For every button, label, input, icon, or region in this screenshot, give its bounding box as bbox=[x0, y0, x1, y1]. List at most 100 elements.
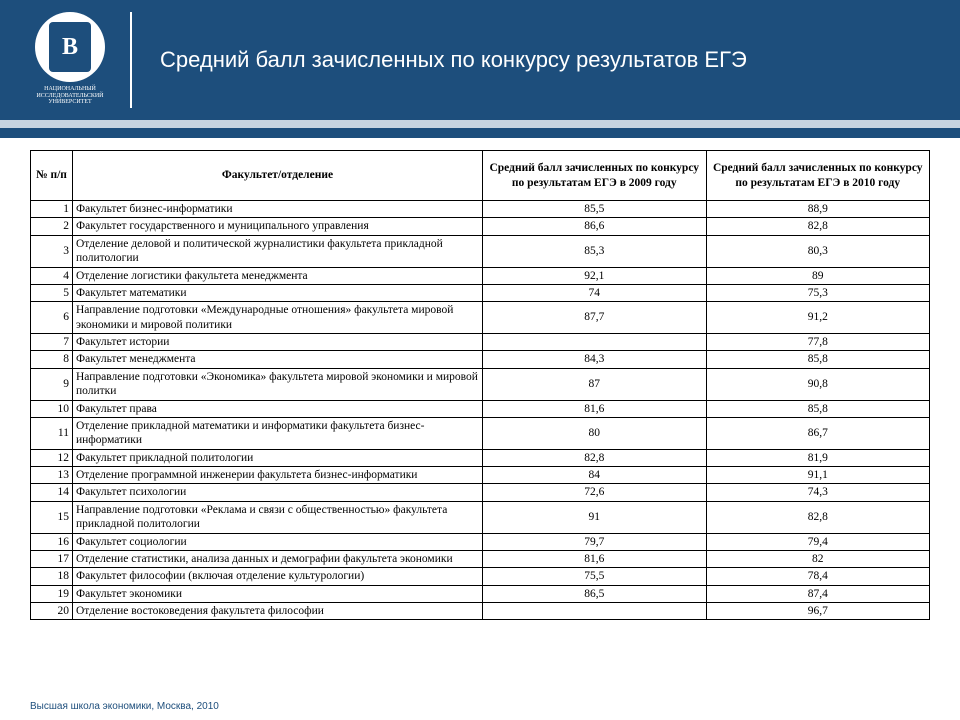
cell-2009: 81,6 bbox=[483, 400, 707, 417]
slide-header: В НАЦИОНАЛЬНЫЙ ИССЛЕДОВАТЕЛЬСКИЙ УНИВЕРС… bbox=[0, 0, 960, 120]
cell-department: Отделение прикладной математики и информ… bbox=[73, 417, 483, 449]
col-2009: Средний балл зачисленных по конкурсу по … bbox=[483, 151, 707, 201]
cell-number: 20 bbox=[31, 603, 73, 620]
cell-2009 bbox=[483, 603, 707, 620]
cell-2010: 75,3 bbox=[706, 284, 930, 301]
logo-circle: В bbox=[35, 12, 105, 82]
cell-2009: 86,6 bbox=[483, 218, 707, 235]
cell-number: 15 bbox=[31, 501, 73, 533]
table-row: 19Факультет экономики86,587,4 bbox=[31, 585, 930, 602]
cell-2010: 86,7 bbox=[706, 417, 930, 449]
cell-department: Направление подготовки «Экономика» факул… bbox=[73, 368, 483, 400]
table-row: 17Отделение статистики, анализа данных и… bbox=[31, 550, 930, 567]
cell-2010: 85,8 bbox=[706, 400, 930, 417]
cell-department: Факультет математики bbox=[73, 284, 483, 301]
cell-number: 17 bbox=[31, 550, 73, 567]
table-row: 4Отделение логистики факультета менеджме… bbox=[31, 267, 930, 284]
table-row: 13Отделение программной инженерии факуль… bbox=[31, 467, 930, 484]
cell-department: Факультет бизнес-информатики bbox=[73, 201, 483, 218]
cell-2009 bbox=[483, 334, 707, 351]
cell-2010: 87,4 bbox=[706, 585, 930, 602]
table-row: 11Отделение прикладной математики и инфо… bbox=[31, 417, 930, 449]
cell-2009: 82,8 bbox=[483, 449, 707, 466]
cell-department: Факультет истории bbox=[73, 334, 483, 351]
cell-2009: 85,5 bbox=[483, 201, 707, 218]
cell-department: Факультет менеджмента bbox=[73, 351, 483, 368]
logo-letter: В bbox=[49, 22, 91, 72]
cell-number: 13 bbox=[31, 467, 73, 484]
cell-2009: 85,3 bbox=[483, 235, 707, 267]
data-table: № п/п Факультет/отделение Средний балл з… bbox=[30, 150, 930, 620]
col-number: № п/п bbox=[31, 151, 73, 201]
cell-number: 10 bbox=[31, 400, 73, 417]
table-row: 10Факультет права81,685,8 bbox=[31, 400, 930, 417]
table-row: 14Факультет психологии72,674,3 bbox=[31, 484, 930, 501]
light-band bbox=[0, 120, 960, 128]
cell-department: Факультет философии (включая отделение к… bbox=[73, 568, 483, 585]
cell-2010: 91,2 bbox=[706, 302, 930, 334]
cell-number: 7 bbox=[31, 334, 73, 351]
cell-2010: 90,8 bbox=[706, 368, 930, 400]
cell-number: 2 bbox=[31, 218, 73, 235]
table-header-row: № п/п Факультет/отделение Средний балл з… bbox=[31, 151, 930, 201]
cell-2010: 80,3 bbox=[706, 235, 930, 267]
cell-number: 4 bbox=[31, 267, 73, 284]
logo-caption: НАЦИОНАЛЬНЫЙ ИССЛЕДОВАТЕЛЬСКИЙ УНИВЕРСИТ… bbox=[20, 86, 120, 106]
table-row: 9Направление подготовки «Экономика» факу… bbox=[31, 368, 930, 400]
cell-2009: 72,6 bbox=[483, 484, 707, 501]
cell-2010: 78,4 bbox=[706, 568, 930, 585]
cell-number: 8 bbox=[31, 351, 73, 368]
cell-2010: 88,9 bbox=[706, 201, 930, 218]
cell-2009: 87,7 bbox=[483, 302, 707, 334]
content-area: № п/п Факультет/отделение Средний балл з… bbox=[30, 150, 930, 690]
cell-2010: 89 bbox=[706, 267, 930, 284]
cell-2010: 79,4 bbox=[706, 533, 930, 550]
table-row: 12Факультет прикладной политологии82,881… bbox=[31, 449, 930, 466]
cell-department: Факультет государственного и муниципальн… bbox=[73, 218, 483, 235]
table-row: 16Факультет социологии79,779,4 bbox=[31, 533, 930, 550]
cell-2010: 91,1 bbox=[706, 467, 930, 484]
cell-department: Факультет психологии bbox=[73, 484, 483, 501]
cell-department: Факультет экономики bbox=[73, 585, 483, 602]
cell-2010: 82 bbox=[706, 550, 930, 567]
cell-number: 6 bbox=[31, 302, 73, 334]
table-row: 7Факультет истории77,8 bbox=[31, 334, 930, 351]
table-row: 20Отделение востоковедения факультета фи… bbox=[31, 603, 930, 620]
cell-2010: 96,7 bbox=[706, 603, 930, 620]
cell-2010: 81,9 bbox=[706, 449, 930, 466]
table-row: 2Факультет государственного и муниципаль… bbox=[31, 218, 930, 235]
cell-number: 12 bbox=[31, 449, 73, 466]
cell-department: Направление подготовки «Международные от… bbox=[73, 302, 483, 334]
table-row: 8Факультет менеджмента84,385,8 bbox=[31, 351, 930, 368]
cell-number: 3 bbox=[31, 235, 73, 267]
cell-2010: 82,8 bbox=[706, 218, 930, 235]
cell-department: Отделение логистики факультета менеджмен… bbox=[73, 267, 483, 284]
cell-department: Факультет прикладной политологии bbox=[73, 449, 483, 466]
cell-number: 9 bbox=[31, 368, 73, 400]
cell-2009: 75,5 bbox=[483, 568, 707, 585]
logo: В НАЦИОНАЛЬНЫЙ ИССЛЕДОВАТЕЛЬСКИЙ УНИВЕРС… bbox=[20, 12, 120, 106]
blue-band bbox=[0, 128, 960, 138]
cell-number: 19 bbox=[31, 585, 73, 602]
table-row: 5Факультет математики7475,3 bbox=[31, 284, 930, 301]
cell-department: Факультет социологии bbox=[73, 533, 483, 550]
col-2010: Средний балл зачисленных по конкурсу по … bbox=[706, 151, 930, 201]
footer-text: Высшая школа экономики, Москва, 2010 bbox=[30, 701, 219, 712]
cell-department: Отделение деловой и политической журнали… bbox=[73, 235, 483, 267]
cell-number: 5 bbox=[31, 284, 73, 301]
cell-number: 14 bbox=[31, 484, 73, 501]
cell-2009: 79,7 bbox=[483, 533, 707, 550]
cell-department: Отделение программной инженерии факульте… bbox=[73, 467, 483, 484]
cell-number: 1 bbox=[31, 201, 73, 218]
cell-2010: 85,8 bbox=[706, 351, 930, 368]
cell-department: Отделение востоковедения факультета фило… bbox=[73, 603, 483, 620]
cell-2009: 84 bbox=[483, 467, 707, 484]
cell-2009: 87 bbox=[483, 368, 707, 400]
cell-department: Направление подготовки «Реклама и связи … bbox=[73, 501, 483, 533]
table-row: 3Отделение деловой и политической журнал… bbox=[31, 235, 930, 267]
page-title: Средний балл зачисленных по конкурсу рез… bbox=[140, 47, 747, 73]
cell-number: 18 bbox=[31, 568, 73, 585]
cell-department: Факультет права bbox=[73, 400, 483, 417]
cell-2010: 74,3 bbox=[706, 484, 930, 501]
cell-2009: 74 bbox=[483, 284, 707, 301]
